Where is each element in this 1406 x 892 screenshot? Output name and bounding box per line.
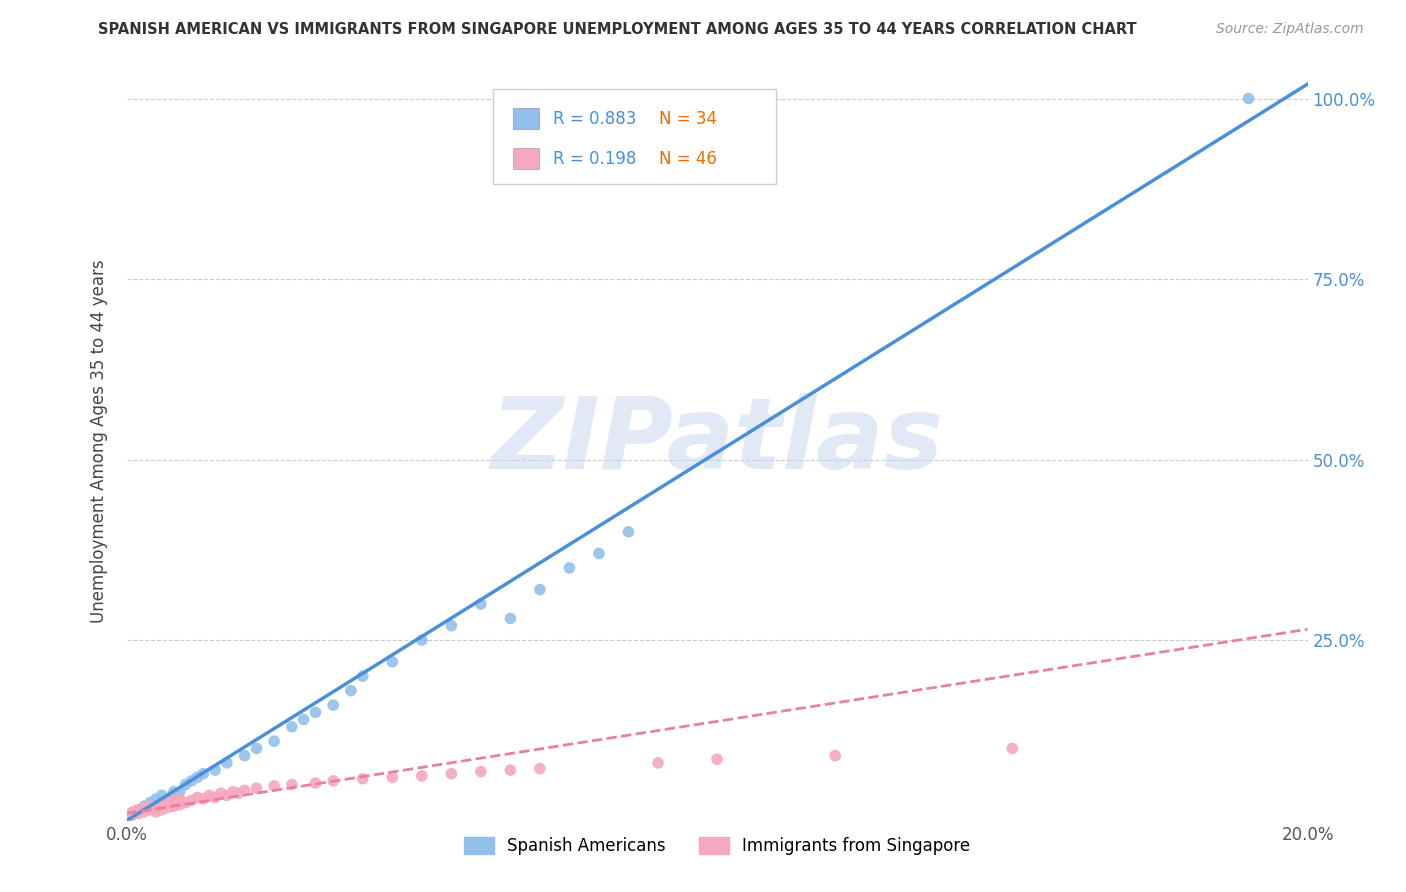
Point	[381, 655, 404, 669]
Point	[180, 773, 202, 788]
Point	[156, 792, 179, 806]
Point	[499, 763, 522, 777]
Y-axis label: Unemployment Among Ages 35 to 44 years: Unemployment Among Ages 35 to 44 years	[90, 260, 108, 624]
Point	[156, 796, 179, 810]
Point	[322, 698, 344, 712]
FancyBboxPatch shape	[492, 89, 776, 184]
Point	[529, 762, 551, 776]
Point	[292, 713, 315, 727]
Point	[150, 789, 173, 803]
Point	[163, 785, 186, 799]
Point	[156, 800, 179, 814]
Point	[204, 790, 226, 805]
Text: R = 0.883: R = 0.883	[553, 110, 637, 128]
Point	[169, 792, 191, 806]
Point	[215, 756, 238, 770]
Point	[263, 779, 285, 793]
Text: SPANISH AMERICAN VS IMMIGRANTS FROM SINGAPORE UNEMPLOYMENT AMONG AGES 35 TO 44 Y: SPANISH AMERICAN VS IMMIGRANTS FROM SING…	[98, 22, 1137, 37]
Point	[127, 803, 149, 817]
Point	[127, 803, 149, 817]
Point	[440, 618, 463, 632]
Point	[706, 752, 728, 766]
Point	[233, 783, 256, 797]
Point	[145, 792, 167, 806]
FancyBboxPatch shape	[513, 148, 538, 169]
Point	[470, 764, 492, 779]
Point	[121, 806, 143, 821]
Point	[169, 797, 191, 812]
Text: N = 46: N = 46	[659, 150, 717, 168]
Point	[169, 785, 191, 799]
Point	[588, 546, 610, 560]
Point	[174, 796, 197, 810]
Point	[145, 805, 167, 819]
Point	[186, 770, 208, 784]
Point	[647, 756, 669, 770]
Point	[186, 790, 208, 805]
Point	[193, 792, 215, 806]
Point	[245, 741, 267, 756]
Point	[134, 799, 156, 814]
Text: R = 0.198: R = 0.198	[553, 150, 637, 168]
Point	[139, 799, 162, 814]
Text: ZIPatlas: ZIPatlas	[491, 393, 943, 490]
Point	[352, 669, 374, 683]
Point	[209, 786, 232, 800]
Point	[352, 772, 374, 786]
Point	[499, 611, 522, 625]
Text: N = 34: N = 34	[659, 110, 717, 128]
Point	[145, 800, 167, 814]
Point	[381, 770, 404, 784]
Point	[470, 597, 492, 611]
Point	[139, 803, 162, 817]
Point	[411, 633, 433, 648]
Point	[440, 766, 463, 780]
Point	[163, 793, 186, 807]
Point	[139, 796, 162, 810]
Point	[304, 776, 326, 790]
Point	[263, 734, 285, 748]
Point	[204, 763, 226, 777]
Point	[134, 805, 156, 819]
Point	[281, 778, 304, 792]
Point	[824, 748, 846, 763]
Legend: Spanish Americans, Immigrants from Singapore: Spanish Americans, Immigrants from Singa…	[457, 830, 977, 862]
Point	[121, 805, 143, 819]
Point	[340, 683, 363, 698]
Point	[134, 800, 156, 814]
FancyBboxPatch shape	[513, 108, 538, 129]
Point	[118, 810, 141, 824]
Point	[163, 799, 186, 814]
Point	[150, 797, 173, 812]
Text: Source: ZipAtlas.com: Source: ZipAtlas.com	[1216, 22, 1364, 37]
Point	[322, 773, 344, 788]
Point	[1001, 741, 1024, 756]
Point	[228, 786, 250, 800]
Point	[198, 789, 221, 803]
Point	[558, 561, 581, 575]
Point	[617, 524, 640, 539]
Point	[411, 769, 433, 783]
Point	[215, 789, 238, 803]
Point	[127, 806, 149, 821]
Point	[304, 706, 326, 720]
Point	[281, 720, 304, 734]
Point	[121, 808, 143, 822]
Point	[193, 766, 215, 780]
Point	[245, 781, 267, 796]
Point	[233, 748, 256, 763]
Point	[529, 582, 551, 597]
Point	[180, 793, 202, 807]
Point	[1237, 91, 1260, 105]
Point	[222, 785, 245, 799]
Point	[150, 803, 173, 817]
Point	[174, 778, 197, 792]
